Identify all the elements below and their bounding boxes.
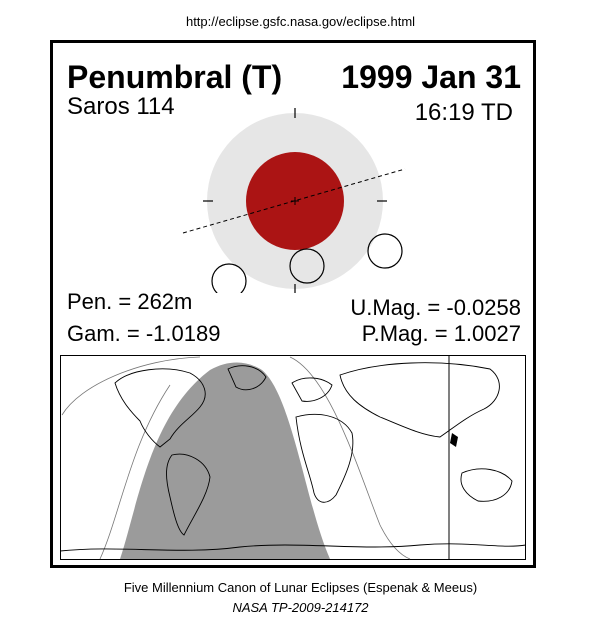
source-url[interactable]: http://eclipse.gsfc.nasa.gov/eclipse.htm…: [185, 14, 416, 29]
eclipse-date-title: 1999 Jan 31: [341, 59, 521, 95]
antarctica-outline: [60, 543, 526, 552]
moon-position-greatest: [289, 248, 325, 284]
gamma-value: Gam. = -1.0189: [67, 321, 221, 346]
greatest-eclipse-marker: [450, 433, 458, 447]
saros-label: Saros 114: [67, 93, 175, 120]
shadow-diagram: [182, 108, 406, 293]
africa-outline: [295, 414, 354, 503]
continent-outlines: [60, 362, 526, 552]
eclipse-type-title: Penumbral (T): [67, 59, 283, 95]
footer-publication-id: NASA TP-2009-214172: [232, 600, 369, 615]
europe-outline: [291, 377, 333, 402]
eclipse-time-label: 16:19 TD: [414, 99, 513, 126]
penumbral-contact-curve-east: [289, 356, 411, 560]
penumbral-duration: Pen. = 262m: [67, 289, 193, 314]
moon-path-line: [182, 168, 406, 234]
eclipse-diagram-frame: Penumbral (T) 1999 Jan 31 Saros 114 16:1…: [50, 40, 536, 568]
south-america-outline: [166, 453, 211, 536]
north-america-outline: [114, 368, 206, 448]
australia-outline: [460, 468, 513, 502]
non-visibility-region: [120, 362, 330, 559]
moon-position-last-contact: [367, 233, 403, 269]
footer-canon-title: Five Millennium Canon of Lunar Eclipses …: [123, 580, 478, 595]
greenland-outline: [227, 365, 267, 391]
umbral-magnitude: U.Mag. = -0.0258: [350, 295, 521, 320]
asia-outline: [339, 362, 500, 438]
penumbral-contact-curve-west: [61, 356, 201, 560]
penumbral-magnitude: P.Mag. = 1.0027: [361, 321, 521, 346]
visibility-world-map: [60, 355, 526, 560]
moon-position-first-contact: [211, 263, 247, 293]
